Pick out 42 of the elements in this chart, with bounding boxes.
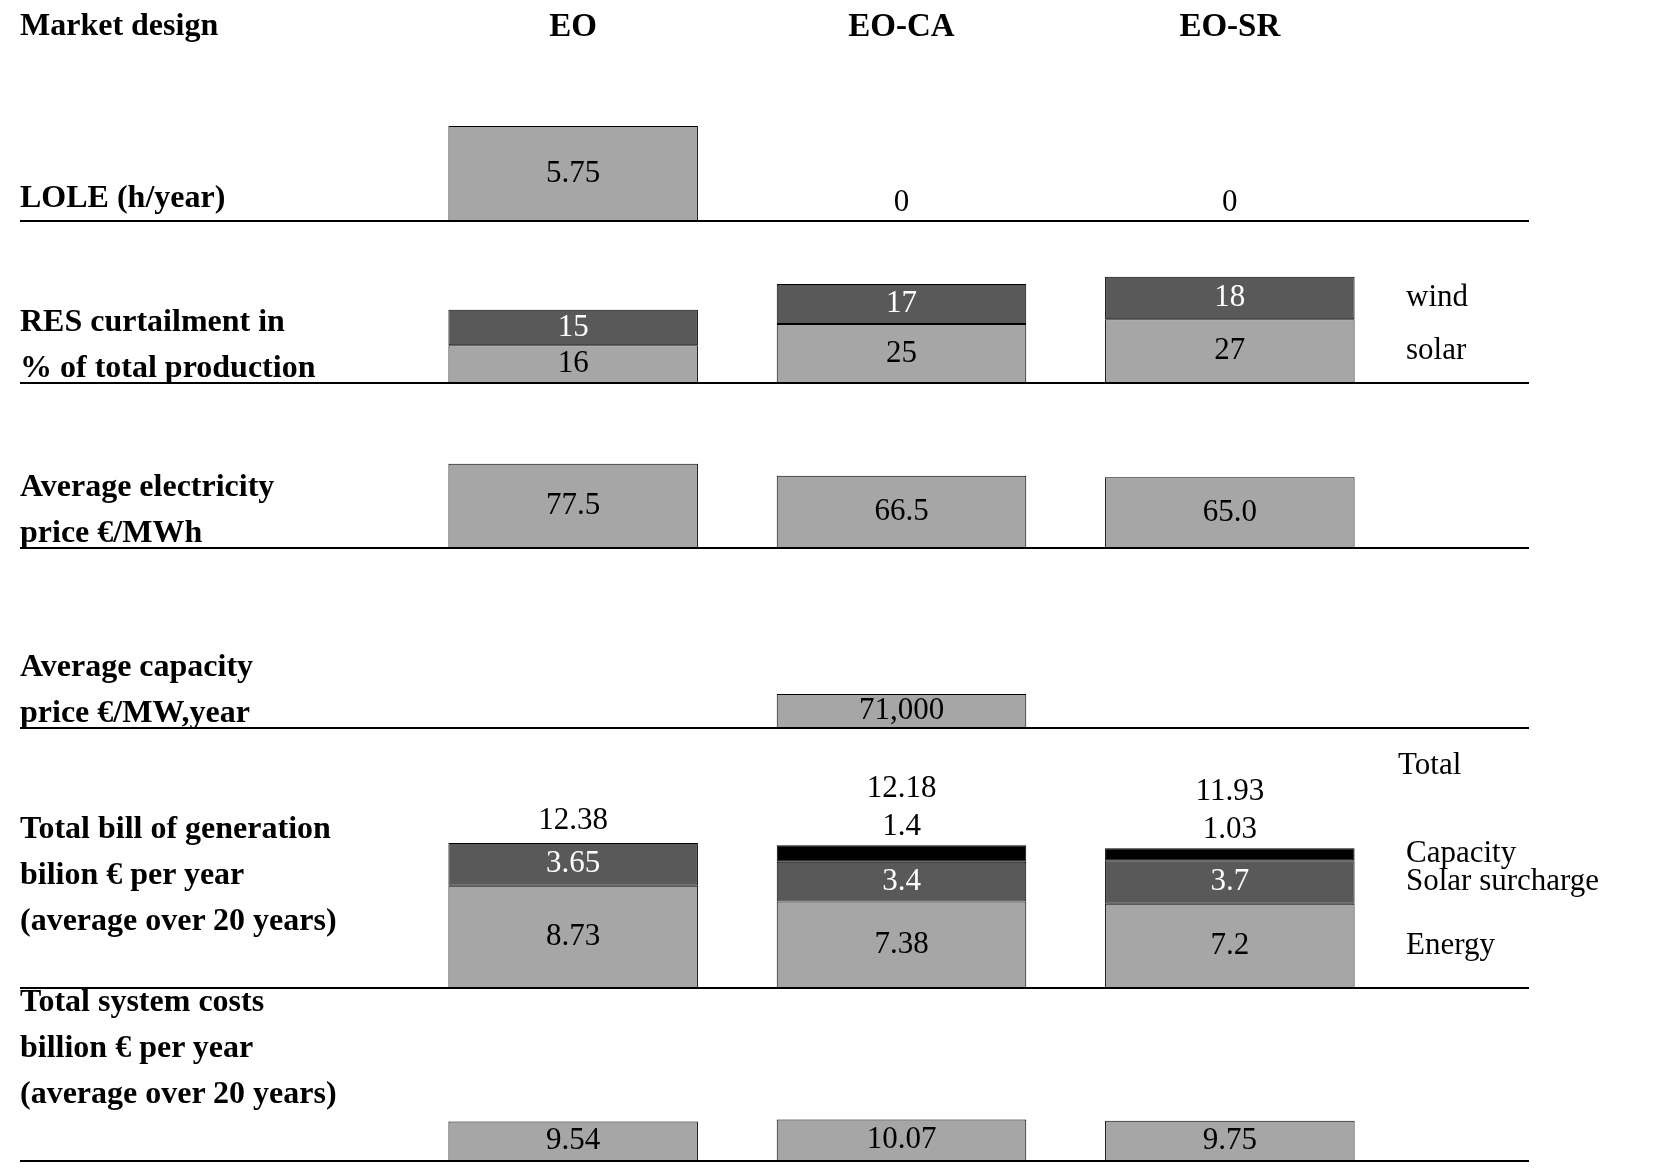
data-label: 0 — [893, 183, 910, 219]
series-label: wind — [1406, 278, 1469, 314]
x-tick-label: EO-SR — [1179, 7, 1282, 44]
chart-title: Total bill of generation bilion € per year (average over 20 years) — [20, 808, 338, 939]
data-label: 27 — [1214, 331, 1246, 367]
data-label: 1.03 — [1202, 810, 1257, 846]
text: Market design — [20, 6, 219, 43]
data-label: 25 — [886, 333, 917, 369]
data-label: 7.2 — [1210, 925, 1250, 961]
data-label: 3.7 — [1210, 862, 1250, 898]
total-label: 12.38 — [538, 801, 609, 837]
bar — [1105, 848, 1355, 861]
text: Average electricity price €/MWh — [20, 466, 276, 551]
data-label: 0 — [1222, 183, 1238, 219]
text: RES curtailment in % of total production — [20, 301, 317, 386]
data-label: 3.65 — [546, 844, 601, 880]
data-label: 3.4 — [882, 861, 922, 897]
data-label: 8.73 — [546, 917, 601, 953]
data-label: 5.75 — [546, 153, 601, 189]
data-label: 71,000 — [858, 691, 945, 727]
data-label: 7.38 — [874, 924, 929, 960]
data-label: 17 — [886, 284, 917, 320]
data-label: 18 — [1214, 278, 1246, 314]
x-tick-label: EO — [549, 7, 598, 44]
series-label: solar — [1406, 331, 1467, 367]
series-label: Energy — [1406, 925, 1496, 961]
text: Average capacity price €/MW,year — [20, 646, 255, 731]
data-label: 1.4 — [882, 807, 922, 843]
data-label: 16 — [557, 344, 589, 380]
text: LOLE (h/year) — [20, 177, 227, 216]
total-label: 11.93 — [1195, 772, 1265, 808]
data-label: 77.5 — [546, 486, 601, 521]
data-label: 15 — [557, 307, 589, 343]
data-label: 66.5 — [874, 491, 929, 527]
data-label: 65.0 — [1202, 492, 1257, 528]
x-tick-label: EO-CA — [848, 7, 955, 44]
text: Total — [1398, 746, 1462, 782]
data-label: 10.07 — [866, 1120, 937, 1156]
total-label: 12.18 — [866, 769, 937, 805]
data-label: 9.54 — [546, 1121, 601, 1157]
chart-title: Total system costs billion € per year (average over 20 years) — [20, 981, 338, 1112]
data-label: 9.75 — [1202, 1120, 1257, 1156]
